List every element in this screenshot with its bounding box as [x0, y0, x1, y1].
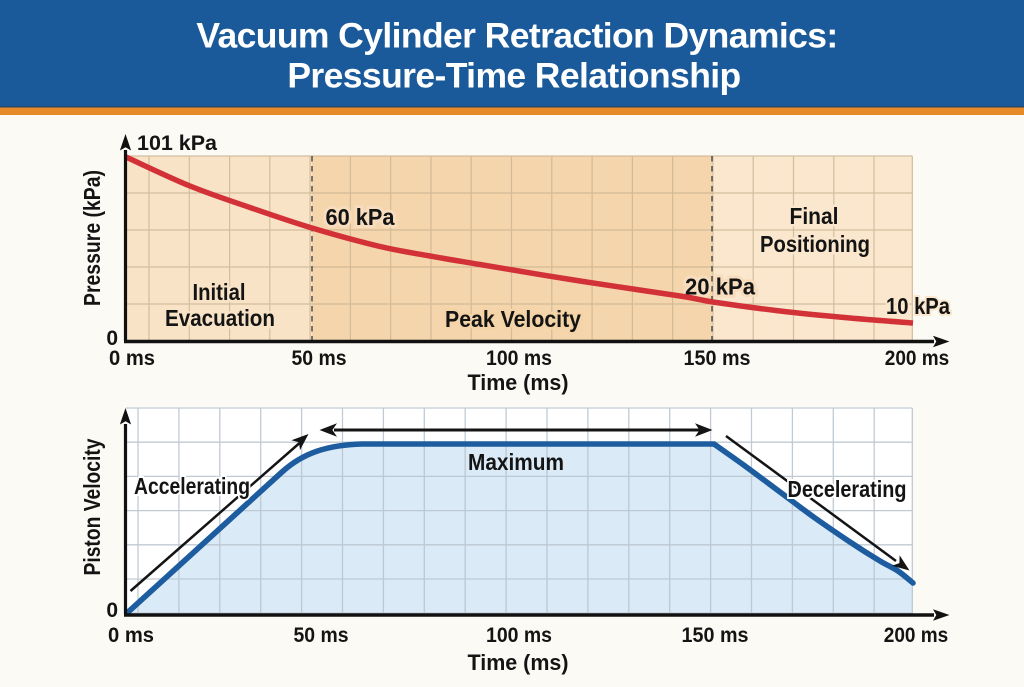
svg-text:200 ms: 200 ms — [884, 624, 949, 647]
svg-text:100 ms: 100 ms — [486, 624, 552, 647]
svg-text:50 ms: 50 ms — [294, 624, 349, 647]
svg-text:200 ms: 200 ms — [885, 347, 950, 370]
svg-text:150 ms: 150 ms — [682, 624, 749, 647]
svg-text:Pressure (kPa): Pressure (kPa) — [79, 170, 105, 306]
svg-text:Final: Final — [790, 203, 839, 229]
svg-text:100 ms: 100 ms — [486, 347, 552, 370]
svg-text:Time (ms): Time (ms) — [468, 370, 569, 395]
svg-text:10 kPa: 10 kPa — [886, 293, 950, 319]
svg-text:Initial: Initial — [193, 279, 246, 305]
svg-text:Evacuation: Evacuation — [165, 305, 275, 331]
svg-text:Vacuum Cylinder Retraction Dyn: Vacuum Cylinder Retraction Dynamics: — [196, 16, 837, 56]
svg-text:Accelerating: Accelerating — [134, 473, 250, 499]
svg-text:0: 0 — [106, 327, 118, 350]
svg-text:150 ms: 150 ms — [684, 347, 751, 370]
svg-text:Decelerating: Decelerating — [788, 476, 907, 502]
svg-text:Time (ms): Time (ms) — [468, 650, 569, 675]
svg-text:Peak Velocity: Peak Velocity — [445, 306, 581, 332]
svg-text:20 kPa: 20 kPa — [685, 274, 755, 300]
svg-text:Piston Velocity: Piston Velocity — [79, 439, 105, 576]
svg-text:Pressure-Time Relationship: Pressure-Time Relationship — [287, 56, 740, 96]
svg-text:101 kPa: 101 kPa — [137, 131, 218, 155]
svg-text:60 kPa: 60 kPa — [326, 204, 395, 230]
svg-text:50 ms: 50 ms — [292, 347, 347, 370]
svg-text:0: 0 — [106, 599, 118, 622]
svg-text:0 ms: 0 ms — [108, 624, 154, 647]
svg-text:0 ms: 0 ms — [109, 347, 155, 370]
svg-text:Maximum: Maximum — [468, 449, 564, 475]
svg-text:Positioning: Positioning — [760, 231, 870, 257]
